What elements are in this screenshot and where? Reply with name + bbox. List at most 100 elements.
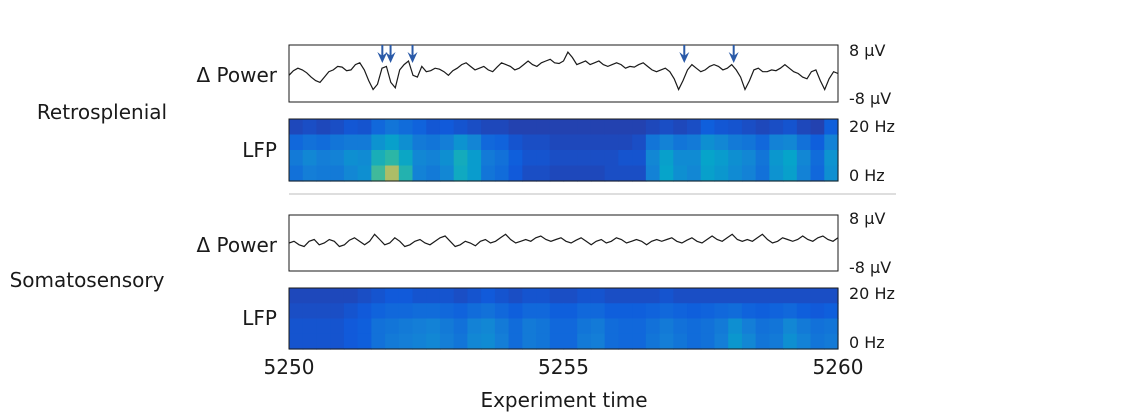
spectrogram-cell (741, 318, 757, 335)
spectrogram-cell (659, 119, 674, 136)
spectrogram-cell (357, 119, 372, 136)
spectrogram-cell (343, 165, 359, 182)
spectrogram-cell (316, 119, 331, 136)
spectrogram-cell (467, 303, 482, 320)
spectrogram-cell (357, 150, 372, 167)
spectrogram-cell (700, 119, 716, 136)
lfp-ytick-top-somatosensory: 20 Hz (849, 284, 895, 303)
spectrogram-cell (330, 303, 345, 320)
spectrogram-cell (604, 333, 619, 350)
power-ytick-top-somatosensory: 8 µV (849, 209, 885, 228)
spectrogram-cell (549, 134, 565, 151)
spectrogram-cell (577, 134, 592, 151)
spectrogram-cell (687, 165, 702, 182)
power-ytick-top-retrosplenial: 8 µV (849, 41, 885, 60)
spectrogram-cell (508, 150, 523, 167)
spectrogram-cell (522, 119, 537, 136)
spectrogram-cell (577, 303, 592, 320)
spectrogram-cell (316, 333, 331, 350)
spectrogram-cell (536, 318, 551, 335)
spectrogram-cell (714, 333, 729, 350)
spectrogram-cell (796, 303, 812, 320)
spectrogram-cell (412, 288, 427, 304)
spectrogram-cell (481, 318, 496, 335)
spectrogram-cell (385, 134, 400, 151)
spectrogram-cell (577, 165, 592, 182)
spectrogram-cell (412, 303, 427, 320)
spectrogram-cell (481, 150, 496, 167)
spectrogram-cell (426, 288, 441, 304)
spectrogram-cell (289, 165, 304, 182)
spectrogram-cell (426, 333, 441, 350)
spectrogram-cell (343, 333, 359, 350)
spectrogram-cell (687, 303, 702, 320)
spectrogram-cell (563, 134, 578, 151)
spectrogram-cell (563, 119, 578, 136)
spectrogram-cell (302, 119, 318, 136)
spectrogram-cell (673, 303, 688, 320)
spectrogram-cell (371, 150, 386, 167)
spectrogram-cell (563, 288, 578, 304)
spectrogram-cell (385, 303, 400, 320)
spectrogram-cell (563, 318, 578, 335)
spectrogram-cell (783, 333, 798, 350)
spectrogram-cell (604, 150, 619, 167)
spectrogram-cell (453, 288, 469, 304)
lfp-label-retrosplenial: LFP (242, 138, 277, 162)
spectrogram-cell (302, 303, 318, 320)
spectrogram-cell (714, 150, 729, 167)
spectrogram-cell (687, 119, 702, 136)
power-ytick-bottom-somatosensory: -8 µV (849, 258, 891, 277)
spectrogram-cell (426, 318, 441, 335)
spectrogram-cell (439, 150, 455, 167)
spectrogram-cell (412, 119, 427, 136)
spectrogram-cell (824, 150, 839, 167)
spectrogram-cell (439, 165, 455, 182)
spectrogram-cell (412, 134, 427, 151)
spectrogram-cell (343, 134, 359, 151)
spectrogram-cell (755, 288, 770, 304)
spectrogram-cell (783, 288, 798, 304)
spectrogram-cell (316, 150, 331, 167)
spectrogram-cell (810, 333, 825, 350)
spectrogram-cell (618, 318, 633, 335)
spectrogram-cell (302, 288, 318, 304)
spectrogram-cell (618, 333, 633, 350)
spectrogram-cell (769, 288, 784, 304)
spectrogram-cell (824, 288, 839, 304)
spectrogram-cell (494, 318, 510, 335)
spectrogram-cell (700, 134, 716, 151)
spectrogram-cell (549, 288, 565, 304)
spectrogram-cell (522, 150, 537, 167)
spectrogram-cell (783, 165, 798, 182)
spectrogram-cell (467, 119, 482, 136)
spectrogram-cell (343, 288, 359, 304)
spectrogram-cell (467, 288, 482, 304)
spectrogram-cell (398, 119, 414, 136)
spectrogram-cell (398, 303, 414, 320)
spectrogram-cell (330, 333, 345, 350)
spectrogram-cell (316, 318, 331, 335)
spectrogram-cell (453, 134, 469, 151)
spectrogram-cell (604, 134, 619, 151)
x-tick-label: 5260 (813, 355, 864, 379)
spectrogram-cell (563, 150, 578, 167)
spectrogram-cell (439, 318, 455, 335)
spectrogram-cell (700, 318, 716, 335)
spectrogram-cell (673, 150, 688, 167)
spectrogram-cell (467, 333, 482, 350)
arrow-head (407, 52, 418, 63)
spectrogram-cell (673, 134, 688, 151)
spectrogram-cell (783, 150, 798, 167)
spectrogram-cell (824, 333, 839, 350)
spectrogram-cell (289, 134, 304, 151)
spectrogram-cell (385, 318, 400, 335)
spectrogram-cell (687, 288, 702, 304)
spectrogram-cell (769, 318, 784, 335)
spectrogram-cell (343, 303, 359, 320)
spectrogram-cell (659, 318, 674, 335)
spectrogram-cell (659, 165, 674, 182)
spectrogram-cell (494, 303, 510, 320)
spectrogram-cell (687, 318, 702, 335)
